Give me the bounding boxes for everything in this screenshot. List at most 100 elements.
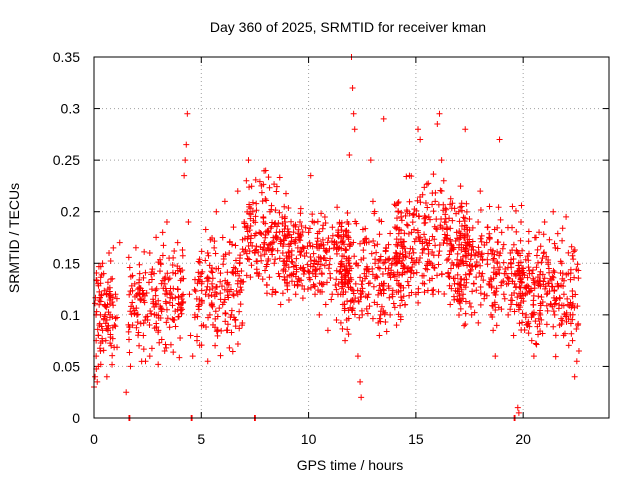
data-point xyxy=(107,311,114,318)
data-point xyxy=(337,260,344,267)
data-point xyxy=(518,295,525,302)
data-point xyxy=(514,294,521,301)
data-point xyxy=(297,219,303,226)
data-point xyxy=(374,301,381,308)
data-point xyxy=(307,284,314,291)
data-point xyxy=(194,337,200,344)
data-point xyxy=(189,353,196,360)
data-point xyxy=(490,256,497,263)
data-point xyxy=(369,271,376,278)
data-point xyxy=(93,308,100,315)
data-point xyxy=(172,308,179,315)
data-point xyxy=(212,289,219,296)
data-point xyxy=(127,288,134,295)
data-point xyxy=(255,249,262,256)
data-point xyxy=(437,187,444,194)
x-axis-ticks: 0 5 10 15 20 xyxy=(90,57,531,447)
data-point xyxy=(333,276,340,283)
data-point xyxy=(457,230,464,237)
data-point xyxy=(127,308,134,315)
data-point xyxy=(393,259,400,266)
data-point xyxy=(347,240,354,247)
data-point xyxy=(568,330,575,337)
data-point xyxy=(545,265,552,272)
data-point xyxy=(236,260,243,267)
data-point xyxy=(131,280,138,287)
data-point xyxy=(530,275,537,282)
data-point xyxy=(534,259,541,266)
data-point xyxy=(429,233,436,240)
data-point xyxy=(363,305,370,312)
y-tick-label: 0.25 xyxy=(53,152,80,168)
data-point xyxy=(374,241,381,248)
data-point xyxy=(142,358,149,365)
data-point xyxy=(492,306,499,313)
data-point xyxy=(381,280,388,287)
data-point xyxy=(504,274,511,281)
data-point xyxy=(177,268,184,275)
y-tick-label: 0.2 xyxy=(61,204,81,220)
data-point xyxy=(202,257,209,264)
data-point xyxy=(567,266,574,273)
data-point xyxy=(394,215,401,222)
data-point xyxy=(312,291,319,298)
data-point xyxy=(303,249,310,256)
data-point xyxy=(153,324,160,331)
data-point xyxy=(184,110,191,117)
data-point xyxy=(498,282,505,289)
data-point xyxy=(546,236,553,243)
data-point xyxy=(517,299,524,306)
data-point xyxy=(277,301,284,308)
data-point xyxy=(563,313,570,320)
data-point xyxy=(423,239,430,246)
data-point xyxy=(551,269,558,276)
data-point xyxy=(461,282,468,289)
data-point xyxy=(348,265,355,272)
data-point xyxy=(320,245,327,252)
data-point xyxy=(543,253,550,260)
data-point xyxy=(393,277,400,284)
data-point xyxy=(191,311,198,318)
data-point xyxy=(273,229,280,236)
data-point xyxy=(486,230,493,237)
data-point xyxy=(218,283,225,290)
data-point xyxy=(407,245,414,252)
data-point xyxy=(244,235,251,242)
data-point xyxy=(234,341,241,348)
data-point xyxy=(491,226,498,233)
data-point xyxy=(460,214,467,221)
data-point xyxy=(208,291,215,298)
data-point xyxy=(106,249,113,256)
data-point xyxy=(271,181,278,188)
data-point xyxy=(307,172,314,179)
data-point xyxy=(505,311,512,318)
data-point xyxy=(535,315,542,322)
data-point xyxy=(360,247,367,254)
data-point xyxy=(559,237,566,244)
data-point xyxy=(406,172,413,179)
data-point xyxy=(500,259,507,266)
data-point xyxy=(493,285,500,292)
data-point xyxy=(441,231,448,238)
data-point xyxy=(230,264,237,271)
data-point xyxy=(375,257,382,264)
data-point xyxy=(146,353,153,360)
data-point xyxy=(142,313,149,320)
data-point xyxy=(415,236,422,243)
data-point xyxy=(376,332,383,339)
data-point xyxy=(454,256,461,263)
data-point xyxy=(305,229,312,236)
data-point xyxy=(103,317,110,324)
data-point xyxy=(512,207,519,214)
data-point xyxy=(533,264,540,271)
data-point xyxy=(434,226,441,233)
data-point xyxy=(166,275,173,282)
data-point xyxy=(543,321,550,328)
data-point xyxy=(370,283,377,290)
data-point xyxy=(491,289,498,296)
data-point xyxy=(157,260,164,267)
data-point xyxy=(282,218,289,225)
data-point xyxy=(560,291,567,298)
x-tick-label: 20 xyxy=(515,431,531,447)
